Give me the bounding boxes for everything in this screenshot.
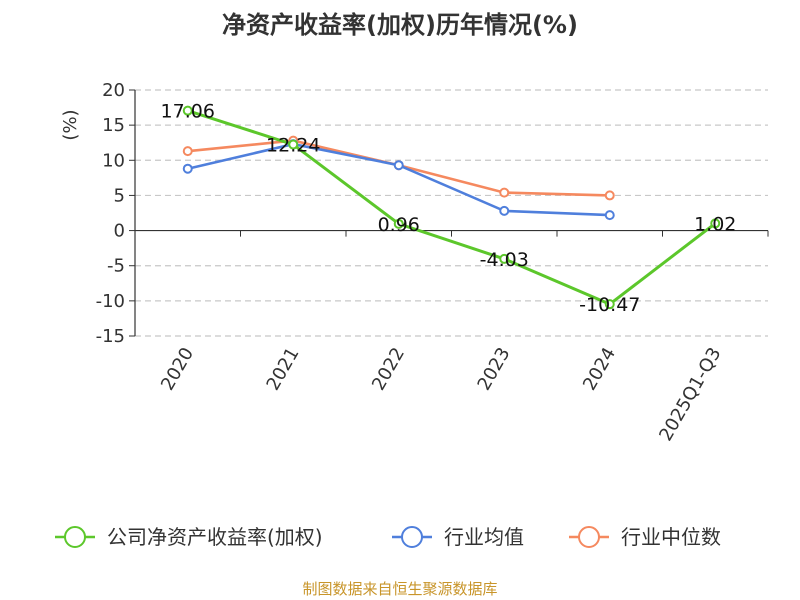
data-point [182,105,193,116]
legend-label: 公司净资产收益率(加权) [107,525,323,549]
series-group [182,105,721,310]
data-point [182,146,193,157]
data-label: -10.47 [579,294,640,316]
legend-label: 行业中位数 [621,525,721,549]
y-tick-label: 20 [102,80,125,101]
x-tick-label: 2023 [473,344,514,394]
x-tick-labels: 2020 2021 2022 2023 2024 2025Q1-Q3 [157,344,726,445]
data-labels: 17.06 12.24 0.96 -4.03 -10.47 1.02 [161,101,737,316]
legend-item-1: 行业均值 [392,525,524,549]
grid-lines [135,89,768,337]
series-0 [182,105,721,310]
x-tick-label: 2022 [368,344,409,394]
data-point [604,210,615,221]
y-axis-label: (%) [60,109,81,140]
data-label: 1.02 [694,213,736,235]
y-tick-label: 5 [114,185,125,206]
data-point [182,163,193,174]
legend-item-2: 行业中位数 [569,525,721,549]
source-note: 制图数据来自恒生聚源数据库 [302,580,497,598]
y-tick-label: -15 [96,326,125,347]
data-point [604,299,615,310]
data-point [499,205,510,216]
legend-marker [64,526,86,548]
data-point [393,160,404,171]
legend-label: 行业均值 [444,525,524,549]
data-label: 0.96 [378,214,420,236]
y-tick-label: 0 [114,221,125,242]
data-point [288,139,299,150]
data-label: 12.24 [266,135,320,157]
axes [129,89,769,337]
x-tick-label: 2021 [262,344,303,394]
data-point [499,253,510,264]
legend-marker [578,526,600,548]
data-label: -4.03 [480,249,529,271]
data-label: 17.06 [161,101,215,123]
series-line [187,142,610,217]
data-point [393,218,404,229]
y-tick-label: 15 [102,115,125,136]
data-point [499,187,510,198]
y-tick-label: 10 [102,150,125,171]
series-line [187,109,717,306]
legend: 公司净资产收益率(加权) 行业均值 行业中位数 [55,525,721,549]
data-point [604,190,615,201]
y-tick-label: -10 [96,291,125,312]
data-point [710,218,721,229]
series-1 [182,139,615,221]
chart-title: 净资产收益率(加权)历年情况(%) [222,11,578,39]
x-tick-label: 2024 [579,344,620,394]
y-tick-label: -5 [107,256,125,277]
x-tick-label: 2025Q1-Q3 [655,344,725,445]
legend-marker [401,526,423,548]
x-tick-label: 2020 [157,344,198,394]
legend-item-0: 公司净资产收益率(加权) [55,525,323,549]
y-tick-labels: 20 15 10 5 0 -5 -10 -15 [96,80,125,347]
